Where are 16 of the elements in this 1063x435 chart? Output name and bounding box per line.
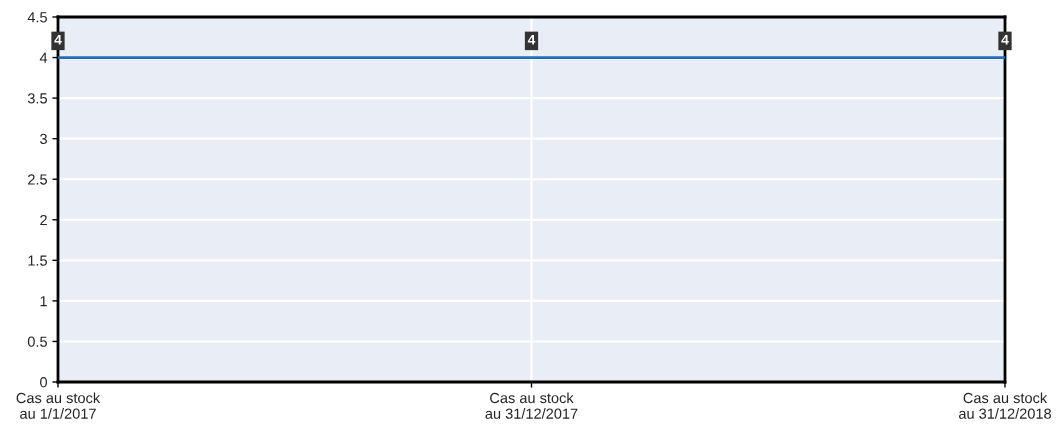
x-tick-label: Cas au stock au 31/12/2017	[485, 392, 578, 419]
y-tick-label: 1	[40, 296, 47, 307]
x-tick-label: Cas au stock au 31/12/2018	[958, 392, 1051, 419]
x-tick-label: Cas au stock au 1/1/2017	[16, 392, 101, 419]
y-tick-label: 1.5	[28, 255, 47, 266]
y-tick-label: 2.5	[28, 174, 47, 185]
y-tick-label: 2	[40, 214, 47, 226]
y-tick-label: 0.5	[27, 336, 47, 347]
y-tick-label: 0	[40, 377, 48, 388]
data-label: 4	[1001, 34, 1009, 45]
y-tick-label: 3.5	[27, 93, 47, 104]
data-label: 4	[54, 34, 62, 45]
y-tick-label: 4	[39, 52, 48, 63]
data-label: 4	[527, 34, 536, 45]
y-tick-label: 4.5	[27, 12, 47, 23]
y-tick-label: 3	[40, 133, 47, 145]
